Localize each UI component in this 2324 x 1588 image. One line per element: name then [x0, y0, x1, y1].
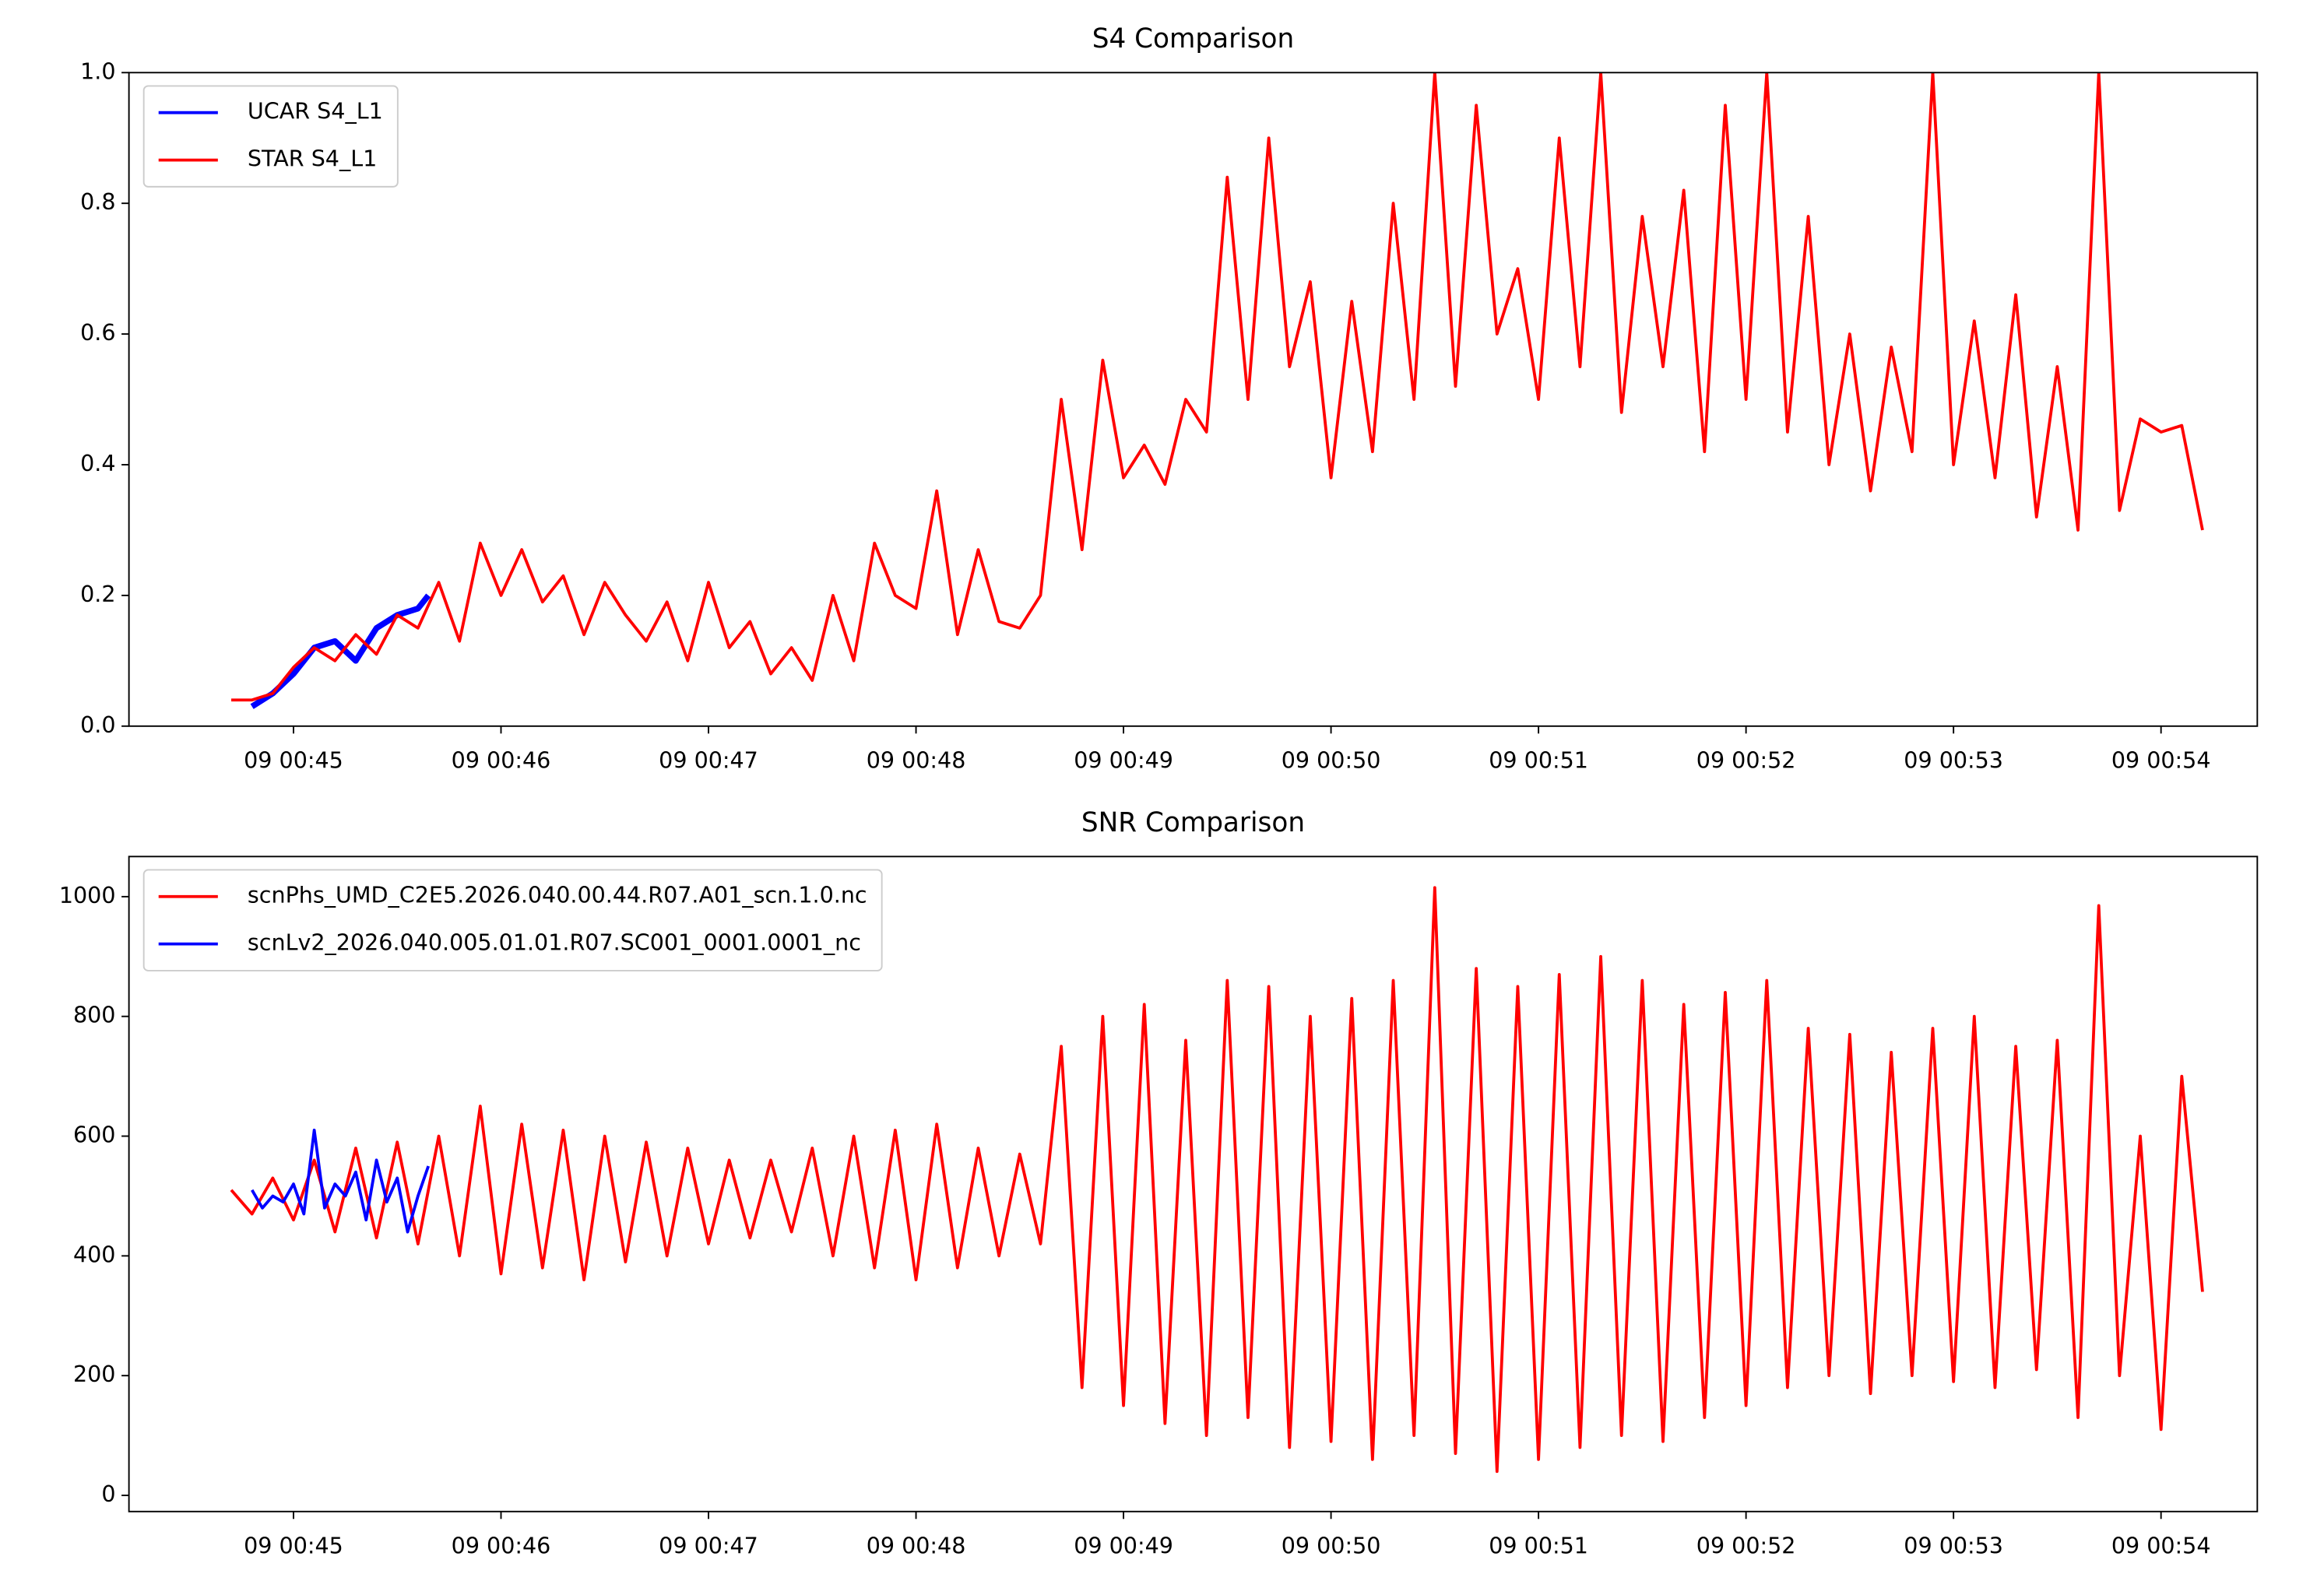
data-line	[251, 1128, 431, 1234]
x-tick-label: 09 00:49	[1074, 1532, 1173, 1558]
data-line	[230, 886, 2204, 1474]
y-tick-label: 1000	[59, 882, 116, 908]
x-tick-label: 09 00:50	[1282, 747, 1381, 773]
y-tick-label: 0.2	[80, 581, 115, 607]
chart-title: S4 Comparison	[1092, 23, 1294, 54]
y-tick-label: 400	[73, 1241, 116, 1267]
x-tick-label: 09 00:45	[244, 1532, 343, 1558]
x-tick-label: 09 00:46	[452, 747, 551, 773]
x-tick-label: 09 00:49	[1074, 747, 1173, 773]
legend: UCAR S4_L1 STAR S4_L1	[142, 85, 399, 188]
axes-frame	[128, 855, 2259, 1512]
x-tick-label: 09 00:51	[1489, 1532, 1588, 1558]
legend-label: scnPhs_UMD_C2E5.2026.040.00.44.R07.A01_s…	[248, 882, 867, 908]
x-tick-label: 09 00:45	[244, 747, 343, 773]
x-tick-label: 09 00:47	[659, 747, 758, 773]
x-tick-label: 09 00:52	[1696, 1532, 1796, 1558]
legend-frame	[142, 869, 883, 971]
y-tick-label: 0.0	[80, 711, 115, 738]
x-tick-label: 09 00:52	[1696, 747, 1796, 773]
legend: scnPhs_UMD_C2E5.2026.040.00.44.R07.A01_s…	[142, 869, 883, 971]
plot-area	[230, 886, 2204, 1474]
plot-area	[231, 72, 2204, 709]
y-tick-label: 600	[73, 1122, 116, 1148]
y-tick-label: 0.8	[80, 188, 115, 215]
x-tick-label: 09 00:46	[452, 1532, 551, 1558]
x-tick-label: 09 00:54	[2111, 1532, 2211, 1558]
legend-label: UCAR S4_L1	[248, 98, 383, 125]
y-tick-label: 0	[101, 1481, 115, 1507]
x-tick-label: 09 00:54	[2111, 747, 2211, 773]
legend-label: scnLv2_2026.040.005.01.01.R07.SC001_0001…	[248, 929, 861, 956]
y-tick-label: 0.6	[80, 319, 115, 346]
data-line	[231, 72, 2204, 702]
x-tick-label: 09 00:48	[867, 1532, 966, 1558]
x-tick-label: 09 00:53	[1904, 747, 2003, 773]
y-tick-label: 0.4	[80, 450, 115, 476]
x-tick-label: 09 00:50	[1282, 1532, 1381, 1558]
x-tick-label: 09 00:47	[659, 1532, 758, 1558]
y-tick-label: 800	[73, 1002, 116, 1028]
legend-label: STAR S4_L1	[248, 146, 377, 172]
chart-title: SNR Comparison	[1081, 807, 1305, 838]
x-tick-label: 09 00:48	[867, 747, 966, 773]
data-line	[250, 593, 431, 709]
y-tick-label: 1.0	[80, 58, 115, 84]
x-tick-label: 09 00:53	[1904, 1532, 2003, 1558]
x-tick-label: 09 00:51	[1489, 747, 1588, 773]
axes-frame	[128, 72, 2259, 727]
y-tick-label: 200	[73, 1361, 116, 1387]
